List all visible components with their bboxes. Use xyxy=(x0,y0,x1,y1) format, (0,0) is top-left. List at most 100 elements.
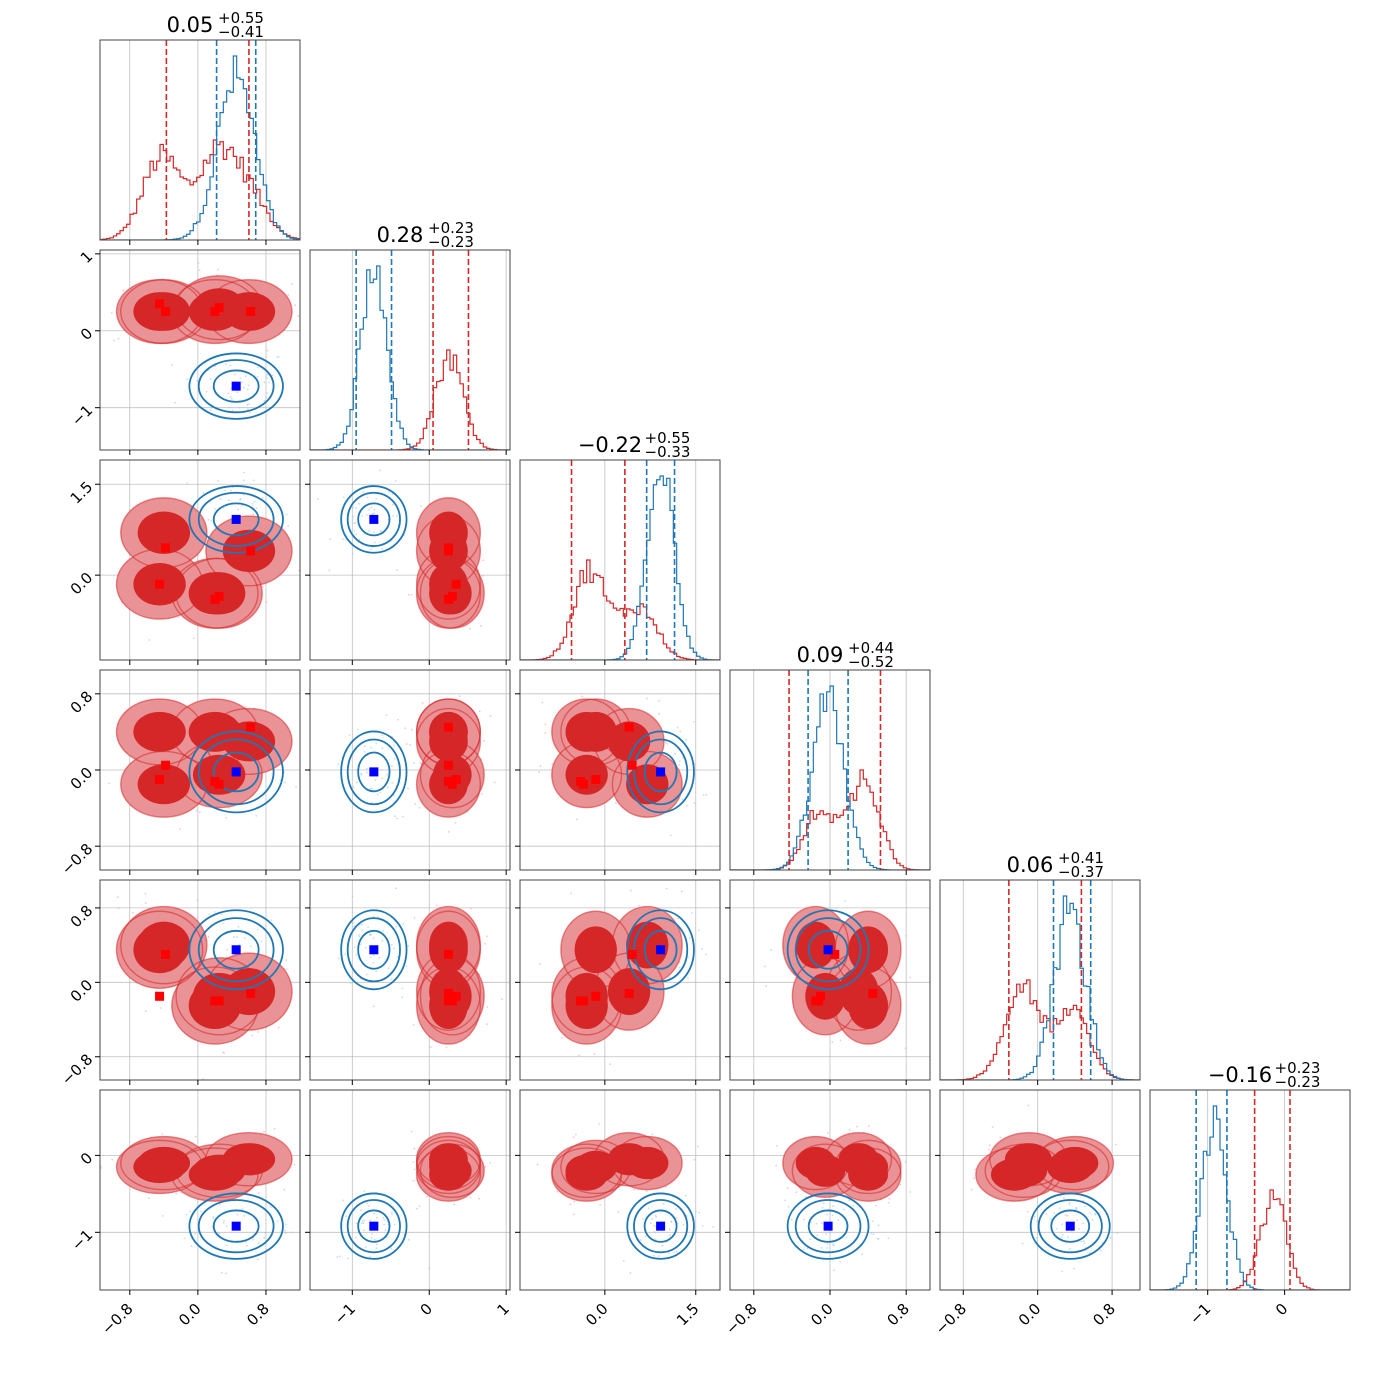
histogram-red xyxy=(940,979,1140,1080)
blue-contours xyxy=(626,1192,695,1260)
red-marker xyxy=(1019,0,1028,9)
red-marker xyxy=(816,0,825,9)
y-tick-label: 0 xyxy=(77,324,96,343)
panel-4-0 xyxy=(99,879,301,1081)
x-tick-label: −1 xyxy=(331,1300,359,1328)
x-tick-label: −0.8 xyxy=(932,1300,970,1338)
panel-3-3 xyxy=(729,669,931,871)
red-contour-lines xyxy=(551,698,683,818)
panel-frame xyxy=(939,879,1141,1081)
red-marker xyxy=(447,996,457,1006)
blue-contours xyxy=(340,730,408,814)
panel-5-2 xyxy=(519,0,721,1291)
red-contour-lines xyxy=(415,1131,485,1202)
y-tick-label: 0.0 xyxy=(67,976,97,1006)
panel-2-0 xyxy=(99,459,301,661)
red-contour-inner xyxy=(429,1143,472,1191)
red-marker xyxy=(628,0,637,9)
injection-markers xyxy=(1015,0,1075,1231)
title-upper: +0.41 xyxy=(1058,849,1104,867)
panel-frame xyxy=(309,879,511,1081)
x-tick-label: −1 xyxy=(1186,1300,1214,1328)
panel-frame xyxy=(99,1089,301,1291)
panel-frame xyxy=(1149,1089,1351,1291)
histogram-red xyxy=(1150,1189,1350,1290)
panel-2-2 xyxy=(519,459,721,661)
blue-contours xyxy=(188,909,284,991)
red-marker xyxy=(161,0,170,9)
x-tick-label: 0 xyxy=(417,1300,436,1319)
red-marker xyxy=(576,0,585,9)
panel-4-1 xyxy=(309,879,511,1081)
red-marker xyxy=(591,0,600,9)
title-lower: −0.41 xyxy=(218,23,264,41)
red-marker xyxy=(579,779,589,789)
red-marker xyxy=(868,988,878,998)
red-marker xyxy=(155,299,165,309)
red-contour-lines xyxy=(115,698,293,818)
red-contour-lines xyxy=(115,1131,293,1202)
param-title-0: 0.05 xyxy=(167,13,214,37)
histogram-blue xyxy=(310,265,510,450)
panel-5-5 xyxy=(1149,1089,1351,1291)
panel-5-0 xyxy=(99,0,301,1291)
x-tick-label: 1 xyxy=(494,1300,513,1319)
red-marker xyxy=(214,779,224,789)
y-tick-label: 0.0 xyxy=(67,569,97,599)
red-marker xyxy=(451,991,461,1001)
injection-markers xyxy=(369,722,461,789)
blue-marker xyxy=(369,514,379,524)
red-marker xyxy=(161,760,171,770)
blue-contours xyxy=(188,352,284,420)
x-tick-label: 0.0 xyxy=(175,1300,205,1330)
red-marker xyxy=(1015,0,1024,9)
y-tick-label: 0.0 xyxy=(67,764,97,794)
red-marker xyxy=(451,579,461,589)
histogram-blue xyxy=(1150,1105,1350,1290)
red-marker xyxy=(155,579,165,589)
panel-3-1 xyxy=(309,669,511,871)
red-marker xyxy=(447,779,457,789)
blue-contours xyxy=(786,909,870,991)
blue-marker xyxy=(231,381,241,391)
injection-markers xyxy=(155,299,256,391)
red-marker xyxy=(830,949,840,959)
panel-frame xyxy=(99,249,301,451)
red-marker xyxy=(811,0,820,9)
blue-contours xyxy=(1029,1192,1111,1260)
histogram-red xyxy=(100,139,300,240)
red-marker xyxy=(246,546,256,556)
red-marker xyxy=(591,991,601,1001)
injection-markers xyxy=(576,945,666,1006)
panel-frame xyxy=(519,1089,721,1291)
title-median: 0.06 xyxy=(1007,853,1054,877)
y-tick-label: 0 xyxy=(77,1149,96,1168)
blue-marker xyxy=(656,767,666,777)
red-marker xyxy=(627,949,637,959)
red-marker xyxy=(246,0,255,9)
param-title-4: 0.06 xyxy=(1007,853,1054,877)
red-marker xyxy=(214,303,224,313)
histogram-blue xyxy=(940,895,1140,1080)
y-tick-label: −0.8 xyxy=(58,1050,96,1088)
red-marker xyxy=(579,996,589,1006)
y-tick-label: −0.8 xyxy=(58,840,96,878)
x-tick-label: 0.0 xyxy=(1015,1300,1045,1330)
panel-5-1 xyxy=(309,0,511,1291)
blue-marker xyxy=(823,1221,833,1231)
title-lower: −0.33 xyxy=(645,443,691,461)
red-marker xyxy=(215,0,224,9)
red-marker xyxy=(815,991,825,1001)
red-marker xyxy=(444,0,453,9)
param-title-2: −0.22 xyxy=(578,433,642,457)
red-marker xyxy=(625,0,634,9)
red-marker xyxy=(161,543,171,553)
panel-4-4 xyxy=(939,879,1141,1081)
red-marker xyxy=(447,591,457,601)
red-marker xyxy=(448,0,457,9)
red-marker xyxy=(443,949,453,959)
x-tick-label: 0.0 xyxy=(582,1300,612,1330)
injection-markers xyxy=(155,514,256,604)
blue-marker xyxy=(369,945,379,955)
